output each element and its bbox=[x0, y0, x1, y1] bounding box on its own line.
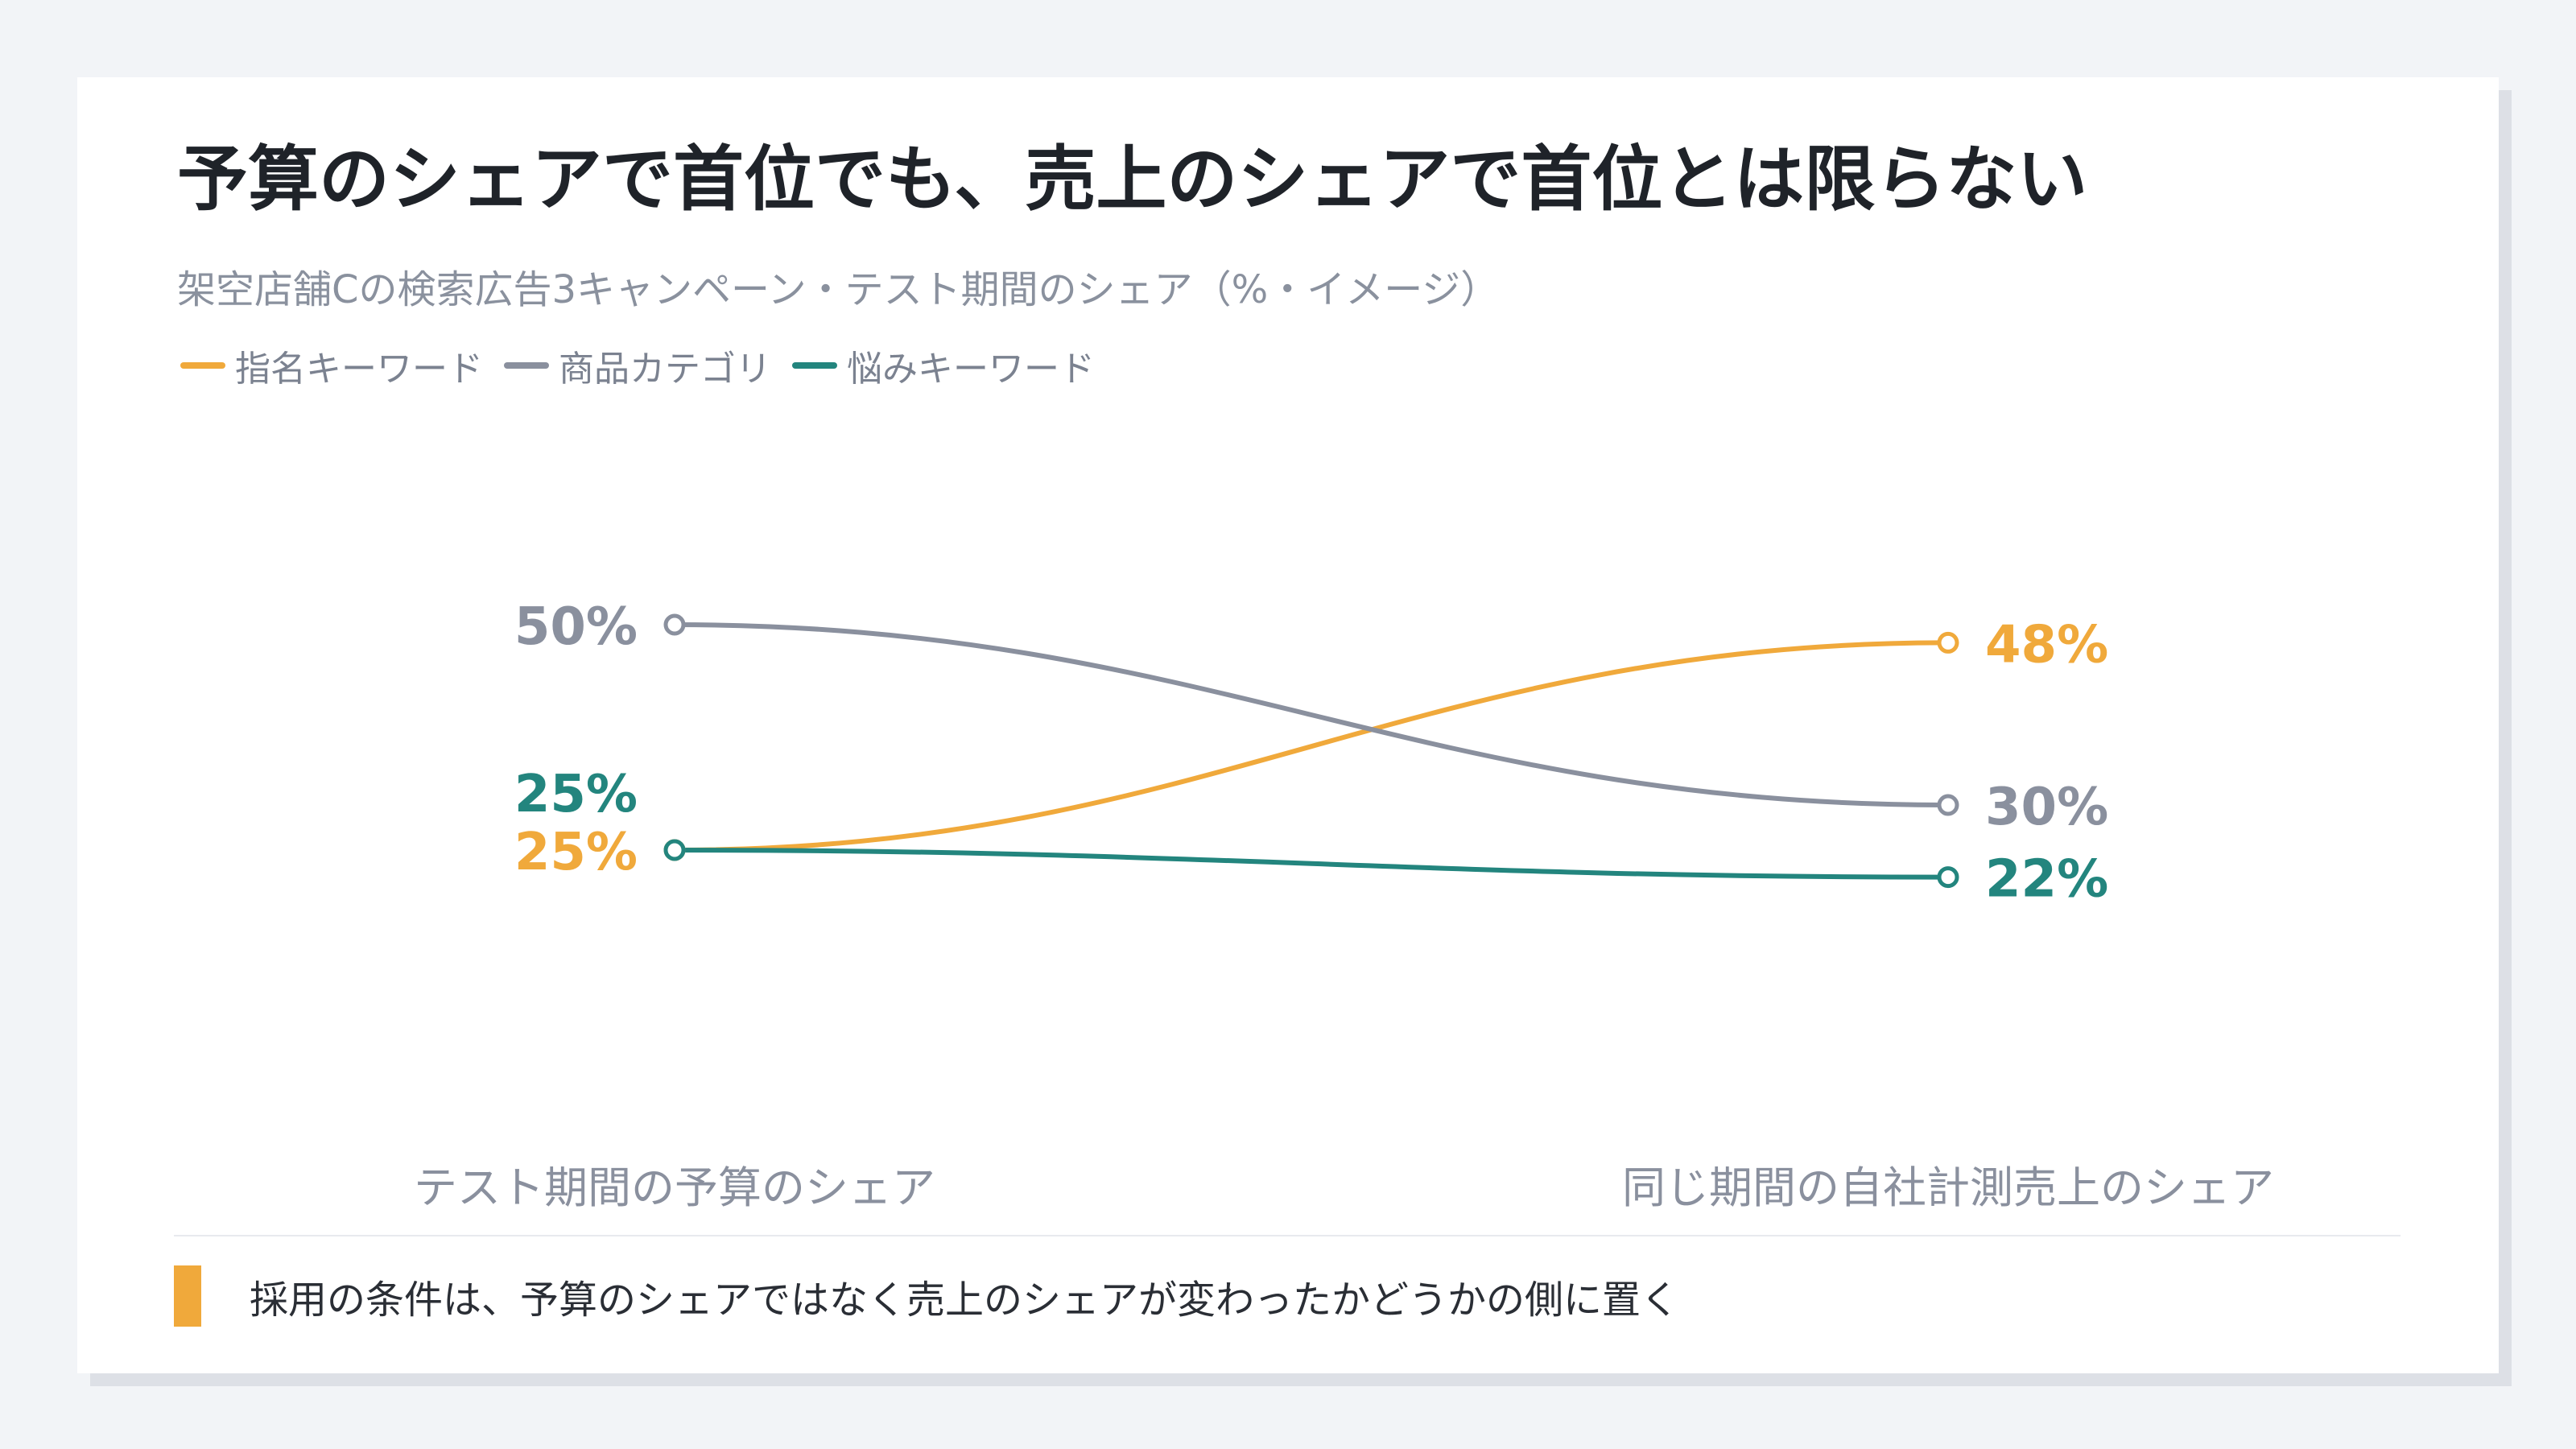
note: 採用の条件は、予算のシェアではなく売上のシェアが変わったかどうかの側に置く bbox=[174, 1265, 1679, 1327]
legend: 指名キーワード 商品カテゴリ 悩みキーワード bbox=[180, 340, 1116, 391]
note-accent-bar bbox=[174, 1265, 201, 1327]
chart-card: 予算のシェアで首位でも、売上のシェアで首位とは限らない 架空店舗Cの検索広告3キ… bbox=[77, 77, 2499, 1373]
legend-swatch-branded bbox=[180, 362, 225, 369]
data-label-concern-budget: 25% bbox=[514, 765, 638, 824]
category-label-budget: テスト期間の予算のシェア bbox=[414, 1162, 935, 1213]
point-category-sales bbox=[1937, 794, 1959, 816]
legend-label-category: 商品カテゴリ bbox=[559, 349, 771, 390]
data-label-category-budget: 50% bbox=[514, 597, 638, 657]
series-line-category bbox=[672, 622, 1951, 807]
note-text: 採用の条件は、予算のシェアではなく売上のシェアが変わったかどうかの側に置く bbox=[250, 1278, 1680, 1323]
series-line-branded bbox=[672, 640, 1951, 852]
chart-title: 予算のシェアで首位でも、売上のシェアで首位とは限らない bbox=[177, 138, 2088, 221]
series-line-concern bbox=[672, 848, 1951, 880]
point-concern-sales bbox=[1937, 866, 1959, 889]
slope-chart: 25% 48% 50% 30% 25% 22% テスト期間の予算のシェア 同じ期間の自社計測売… bbox=[414, 597, 2274, 1213]
legend-swatch-category bbox=[504, 362, 549, 369]
data-label-concern-sales: 22% bbox=[1985, 850, 2108, 910]
data-label-branded-budget: 25% bbox=[514, 823, 638, 882]
divider bbox=[174, 1235, 2401, 1236]
point-category-budget bbox=[663, 613, 686, 636]
point-concern-budget bbox=[663, 839, 686, 861]
legend-label-concern: 悩みキーワード bbox=[847, 349, 1095, 390]
legend-swatch-concern bbox=[792, 362, 837, 369]
legend-item-category: 商品カテゴリ bbox=[504, 340, 771, 391]
category-label-sales: 同じ期間の自社計測売上のシェア bbox=[1622, 1162, 2274, 1213]
legend-item-concern: 悩みキーワード bbox=[792, 340, 1095, 391]
chart-subtitle: 架空店舗Cの検索広告3キャンペーン・テスト期間のシェア（%・イメージ） bbox=[177, 267, 1500, 312]
data-label-branded-sales: 48% bbox=[1985, 615, 2108, 675]
legend-item-branded: 指名キーワード bbox=[180, 340, 483, 391]
point-branded-sales bbox=[1937, 631, 1959, 654]
data-label-category-sales: 30% bbox=[1985, 778, 2108, 837]
legend-label-branded: 指名キーワード bbox=[235, 349, 483, 390]
